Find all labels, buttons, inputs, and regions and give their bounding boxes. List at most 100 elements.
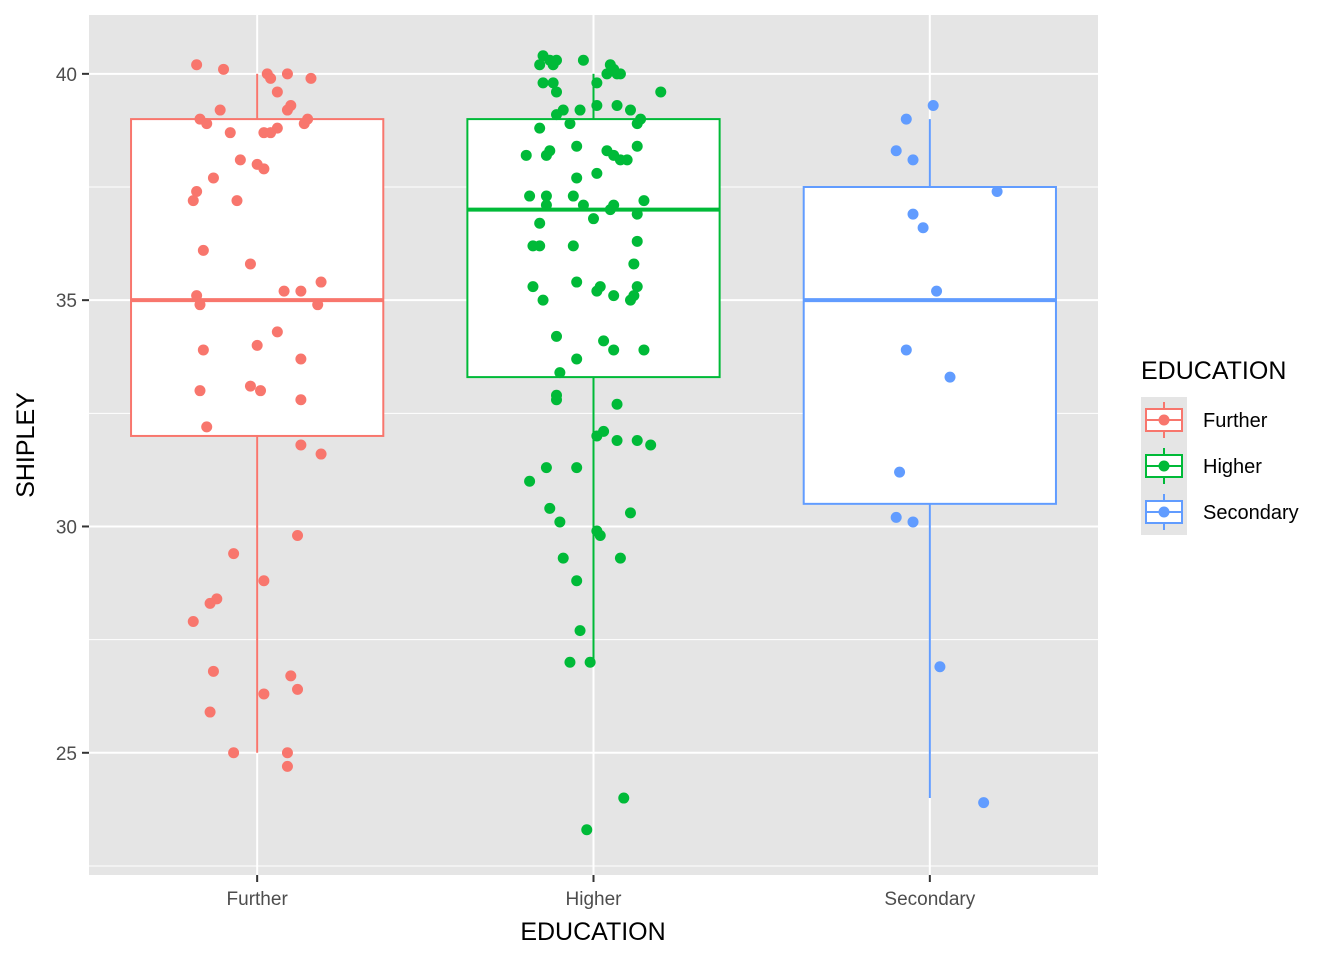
data-point: [611, 100, 623, 112]
data-point: [631, 434, 643, 446]
data-point: [244, 258, 256, 270]
data-point: [564, 656, 576, 668]
data-point: [295, 439, 307, 451]
data-point: [255, 385, 267, 397]
legend-key-point: [1158, 506, 1170, 518]
data-point: [231, 195, 243, 207]
data-point: [574, 625, 586, 637]
data-point: [978, 797, 990, 809]
data-point: [312, 299, 324, 311]
data-point: [934, 661, 946, 673]
data-point: [527, 281, 539, 293]
data-point: [890, 145, 902, 157]
data-point: [292, 530, 304, 542]
x-axis: Further Higher Secondary: [227, 875, 976, 910]
data-point: [638, 195, 650, 207]
data-point: [907, 154, 919, 166]
jitter-points: [187, 50, 1003, 836]
data-point: [991, 186, 1003, 198]
data-point: [917, 222, 929, 234]
data-point: [194, 299, 206, 311]
x-tick-label: Higher: [566, 889, 623, 910]
data-point: [591, 100, 603, 112]
data-point: [628, 258, 640, 270]
data-point: [571, 462, 583, 474]
box-higher: [466, 73, 721, 663]
data-point: [281, 68, 293, 80]
legend: EDUCATION Further Higher Secondary: [1141, 357, 1299, 535]
data-point: [628, 290, 640, 302]
data-point: [292, 683, 304, 695]
data-point: [534, 59, 546, 71]
data-point: [295, 285, 307, 297]
data-point: [604, 204, 616, 216]
data-point: [194, 385, 206, 397]
data-point: [540, 149, 552, 161]
legend-item-secondary: Secondary: [1141, 489, 1299, 535]
data-point: [228, 548, 240, 560]
data-point: [894, 466, 906, 478]
data-point: [631, 208, 643, 220]
y-tick-label: 35: [56, 291, 77, 312]
data-point: [631, 281, 643, 293]
data-point: [258, 688, 270, 700]
data-point: [191, 59, 203, 71]
data-point: [540, 462, 552, 474]
box-iqr: [466, 118, 721, 379]
data-point: [624, 507, 636, 519]
data-point: [201, 421, 213, 433]
data-point: [890, 511, 902, 523]
data-point: [218, 63, 230, 75]
data-point: [271, 326, 283, 338]
legend-label: Further: [1203, 410, 1268, 432]
data-point: [557, 552, 569, 564]
legend-key-point: [1158, 414, 1170, 426]
data-point: [551, 330, 563, 342]
data-point: [591, 77, 603, 89]
data-point: [281, 747, 293, 759]
box-further: [130, 73, 385, 753]
data-point: [591, 525, 603, 537]
data-point: [638, 344, 650, 356]
data-point: [567, 190, 579, 202]
data-point: [281, 760, 293, 772]
boxes: [130, 73, 1057, 799]
data-point: [251, 339, 263, 351]
data-point: [534, 240, 546, 252]
data-point: [271, 122, 283, 134]
data-point: [574, 104, 586, 116]
y-axis: 25 30 35 40: [56, 65, 89, 765]
y-tick-label: 30: [56, 517, 77, 538]
data-point: [601, 68, 613, 80]
data-point: [281, 104, 293, 116]
data-point: [571, 276, 583, 288]
data-point: [577, 54, 589, 66]
data-point: [577, 199, 589, 211]
data-point: [645, 439, 657, 451]
data-point: [900, 344, 912, 356]
data-point: [551, 109, 563, 121]
data-point: [285, 670, 297, 682]
data-point: [537, 294, 549, 306]
data-point: [618, 792, 630, 804]
data-point: [621, 154, 633, 166]
data-point: [584, 656, 596, 668]
data-point: [564, 118, 576, 130]
data-point: [540, 199, 552, 211]
data-point: [551, 394, 563, 406]
data-point: [278, 285, 290, 297]
box-secondary: [802, 119, 1057, 799]
data-point: [305, 72, 317, 84]
legend-label: Secondary: [1203, 502, 1299, 524]
data-point: [554, 367, 566, 379]
data-point: [244, 380, 256, 392]
data-point: [295, 353, 307, 365]
data-point: [520, 149, 532, 161]
data-point: [611, 398, 623, 410]
data-point: [534, 217, 546, 229]
data-point: [571, 140, 583, 152]
data-point: [927, 100, 939, 112]
data-point: [191, 186, 203, 198]
data-point: [931, 285, 943, 297]
data-point: [207, 665, 219, 677]
